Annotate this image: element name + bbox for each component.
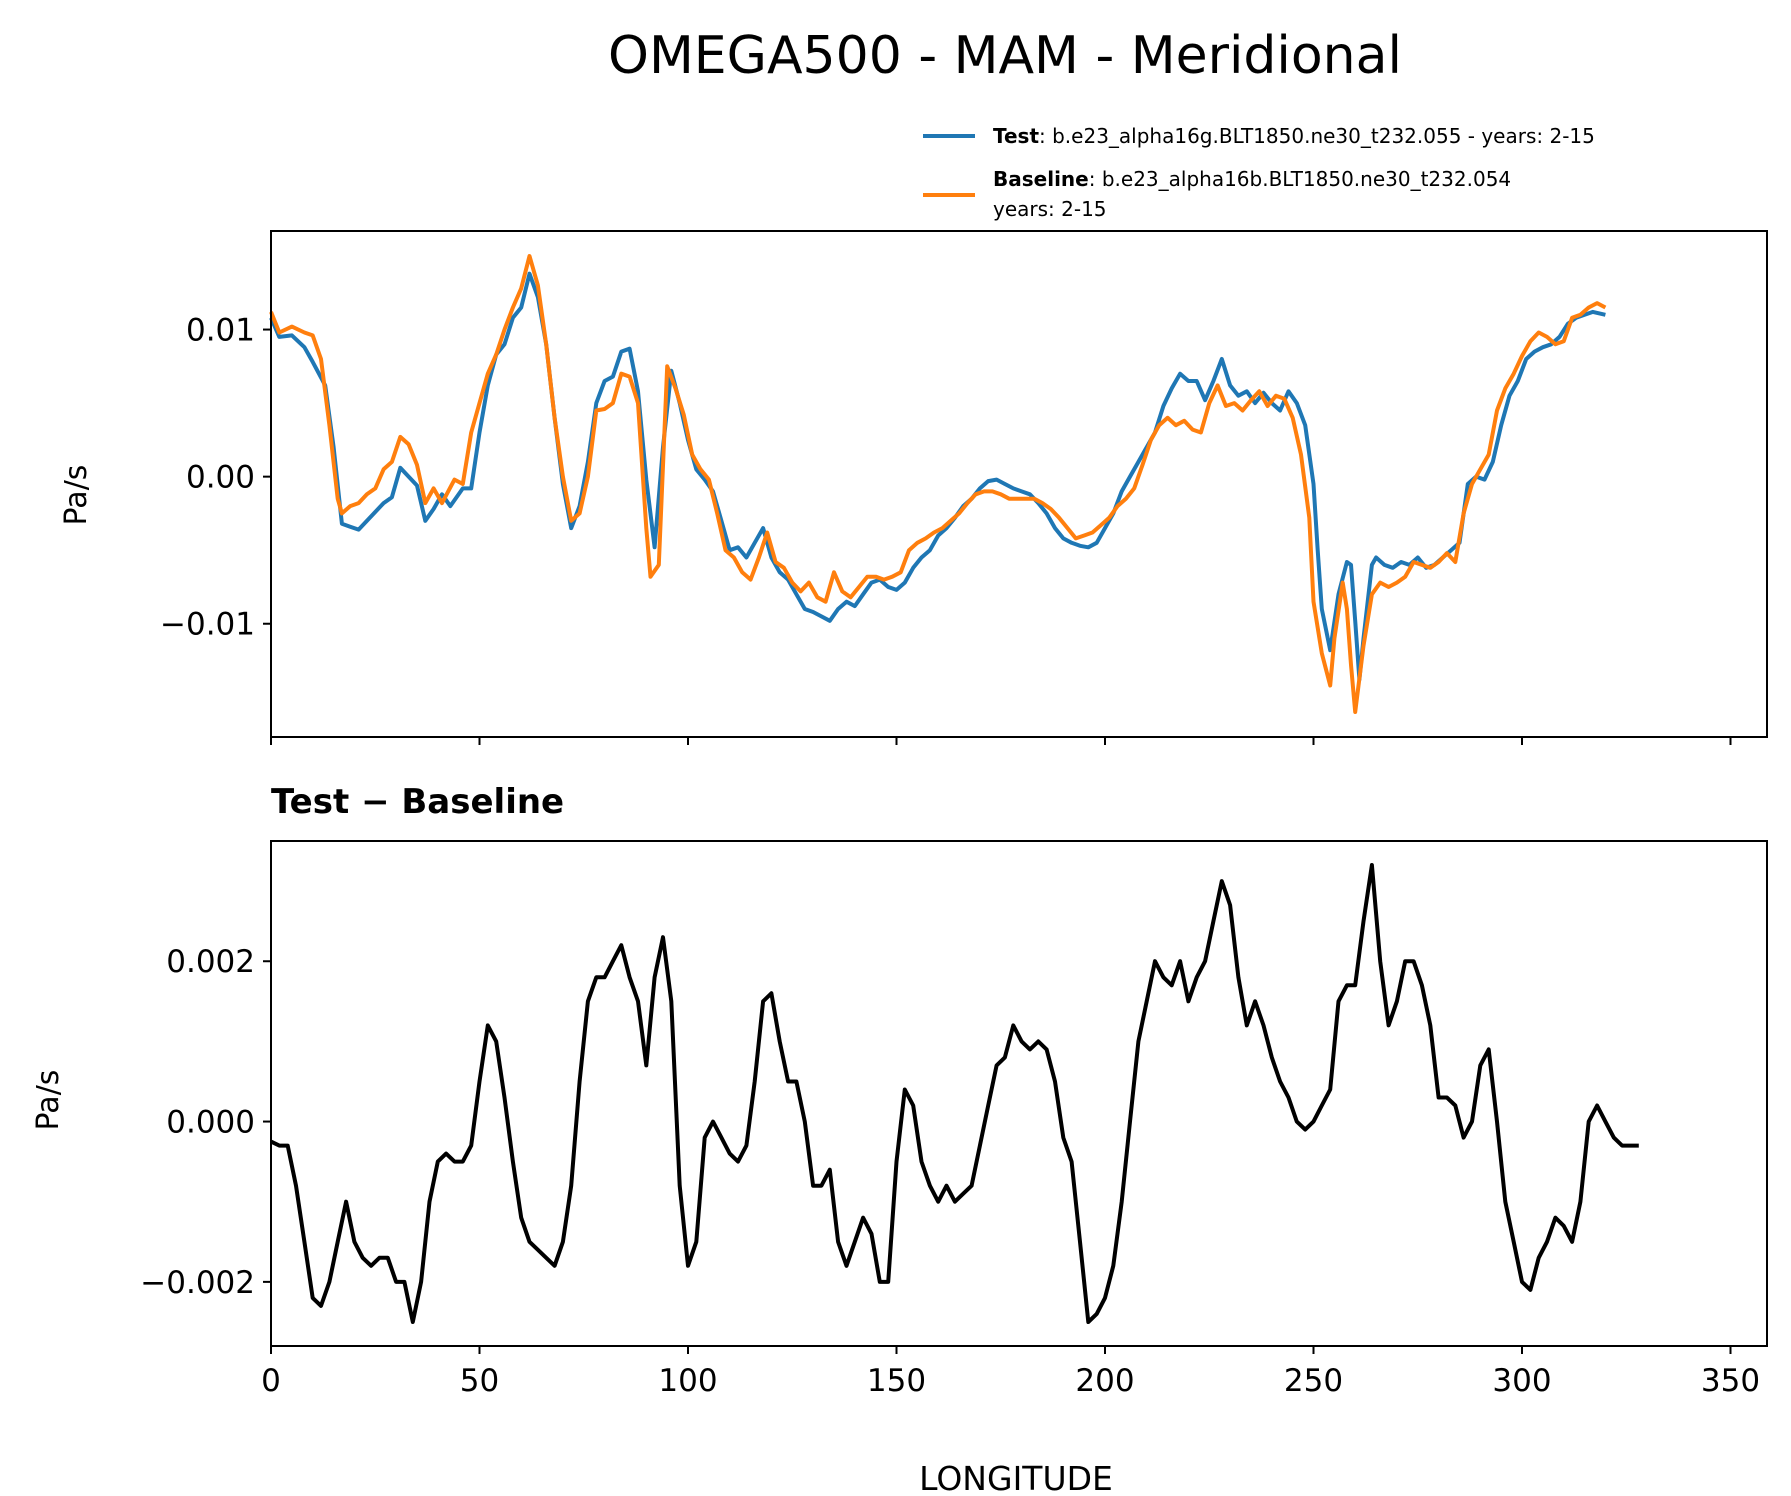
x-tick-label: 300 (1492, 1363, 1551, 1399)
axes-frame (270, 840, 1768, 1347)
top-panel: Pa/s −0.01 0.00 0.01 (59, 230, 1768, 745)
bottom-y-axis-label: Pa/s (31, 1070, 66, 1131)
axes-frame (270, 230, 1768, 738)
baseline-series-line (269, 254, 1607, 714)
x-tick-label: 350 (1701, 1363, 1760, 1399)
y-tick-label: −0.002 (140, 1265, 255, 1301)
legend-baseline-label: : b.e23_alpha16b.BLT1850.ne30_t232.054 (1089, 167, 1511, 191)
difference-series-line (270, 863, 1639, 1324)
x-tick-label: 150 (867, 1363, 926, 1399)
y-tick-label: 0.00 (186, 460, 255, 496)
y-tick-label: 0.000 (166, 1105, 255, 1141)
y-tick-label: 0.01 (186, 313, 255, 349)
x-tick-label: 250 (1284, 1363, 1343, 1399)
legend-test-label: : b.e23_alpha16g.BLT1850.ne30_t232.055 -… (1039, 124, 1595, 148)
legend-baseline-text: Baseline: b.e23_alpha16b.BLT1850.ne30_t2… (993, 167, 1511, 191)
chart-title: OMEGA500 - MAM - Meridional (608, 26, 1402, 86)
x-axis-label: LONGITUDE (919, 1459, 1113, 1496)
x-tick-label: 200 (1075, 1363, 1134, 1399)
y-tick-label: 0.002 (166, 944, 255, 980)
legend-baseline-years: years: 2-15 (993, 197, 1107, 221)
legend-test-bold: Test (993, 124, 1039, 148)
y-tick-label: −0.01 (160, 607, 255, 643)
bottom-panel: Test − Baseline Pa/s LONGITUDE −0.002 0.0… (31, 782, 1768, 1496)
x-tick-label: 100 (658, 1363, 717, 1399)
legend-baseline-bold: Baseline (993, 167, 1089, 191)
legend-test-text: Test: b.e23_alpha16g.BLT1850.ne30_t232.0… (993, 124, 1595, 148)
x-tick-label: 0 (261, 1363, 281, 1399)
top-y-axis-label: Pa/s (59, 465, 94, 526)
difference-panel-title: Test − Baseline (271, 782, 564, 822)
legend: Test: b.e23_alpha16g.BLT1850.ne30_t232.0… (923, 124, 1595, 221)
test-series-line (269, 271, 1606, 682)
x-tick-label: 50 (460, 1363, 499, 1399)
